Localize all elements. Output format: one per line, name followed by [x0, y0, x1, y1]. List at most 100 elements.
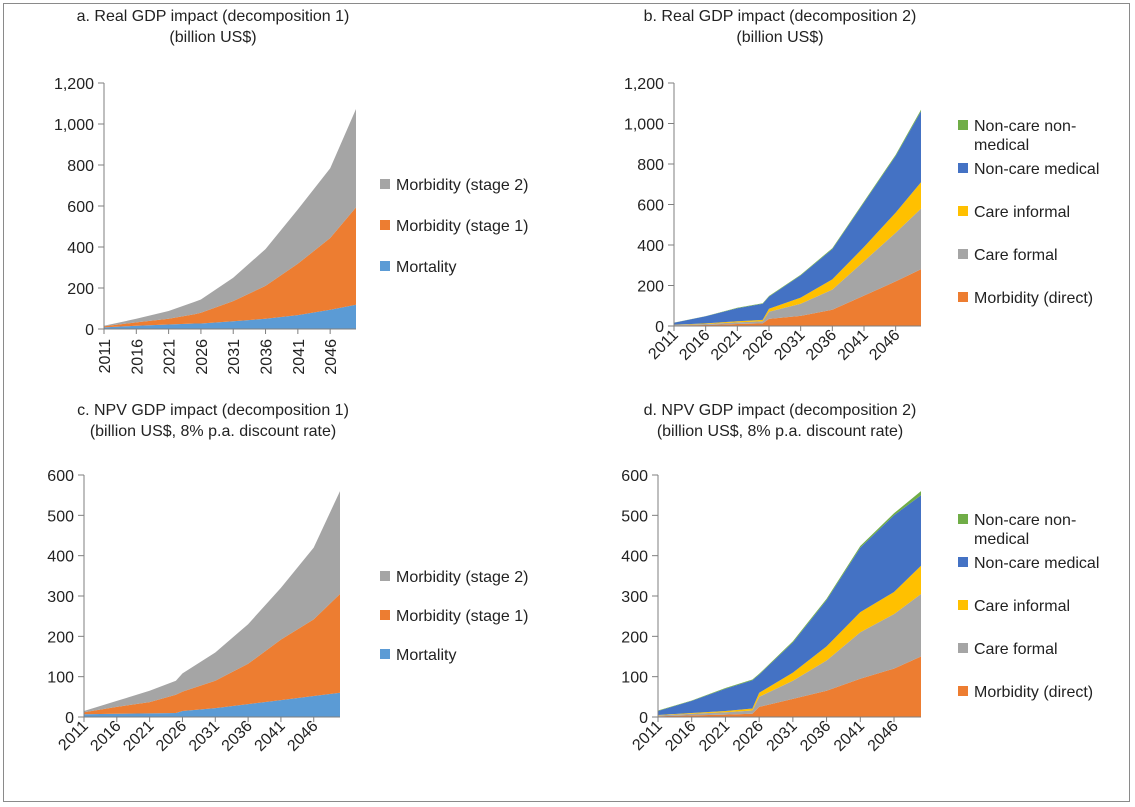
x-tick-label: 2036	[219, 718, 256, 755]
legend-label: Care informal	[974, 204, 1070, 221]
legend-label: Non-care medical	[974, 161, 1099, 178]
y-tick-label: 0	[65, 710, 74, 727]
x-tick-label: 2026	[730, 718, 767, 755]
legend-swatch	[958, 557, 968, 567]
area-non-care-non-medical	[658, 491, 921, 711]
y-tick-label: 200	[67, 281, 94, 298]
y-tick-label: 1,000	[54, 117, 94, 134]
y-tick-label: 600	[67, 199, 94, 216]
legend-label: Non-care non-medical	[974, 512, 1076, 548]
x-tick-label: 2016	[676, 327, 713, 364]
y-tick-label: 200	[621, 629, 648, 646]
x-tick-label: 2021	[696, 718, 733, 755]
x-tick-label: 2026	[740, 327, 777, 364]
area-morbidity-direct	[658, 656, 921, 717]
x-tick-label: 2046	[865, 718, 902, 755]
legend-label: Morbidity (stage 1)	[396, 608, 529, 625]
chart-d: d. NPV GDP impact (decomposition 2) (bill…	[621, 402, 1099, 755]
legend-swatch	[958, 292, 968, 302]
y-tick-label: 0	[639, 710, 648, 727]
y-tick-label: 200	[47, 629, 74, 646]
y-tick-label: 300	[621, 589, 648, 606]
x-tick-label: 2041	[831, 718, 868, 755]
area-non-care-medical	[674, 111, 921, 325]
legend-swatch	[380, 220, 390, 230]
x-tick-label: 2041	[835, 327, 872, 364]
x-tick-label: 2031	[764, 718, 801, 755]
x-tick-label: 2016	[87, 718, 124, 755]
area-morbidity-direct	[674, 269, 921, 326]
y-tick-label: 400	[637, 238, 664, 255]
legend-swatch	[958, 600, 968, 610]
chart-b: b. Real GDP impact (decomposition 2) (bil…	[624, 8, 1099, 364]
legend-swatch	[958, 120, 968, 130]
x-tick-label: 2021	[120, 718, 157, 755]
legend-swatch	[958, 206, 968, 216]
y-tick-label: 1,200	[54, 76, 94, 93]
legend-swatch	[380, 261, 390, 271]
x-tick-label: 2016	[662, 718, 699, 755]
x-tick-label: 2046	[284, 718, 321, 755]
legend-label: Non-care medical	[974, 555, 1099, 572]
x-tick-label: 2036	[259, 339, 276, 375]
x-tick-label: 2021	[162, 339, 179, 375]
y-tick-label: 500	[47, 508, 74, 525]
x-tick-label: 2031	[186, 718, 223, 755]
chart-subtitle: (billion US$)	[169, 29, 256, 46]
legend-label: Care formal	[974, 247, 1058, 264]
legend-label: Morbidity (stage 2)	[396, 569, 529, 586]
legend-swatch	[380, 649, 390, 659]
legend-label: Morbidity (direct)	[974, 290, 1093, 307]
x-tick-label: 2026	[153, 718, 190, 755]
legend-label: Morbidity (stage 1)	[396, 218, 529, 235]
y-tick-label: 600	[47, 468, 74, 485]
legend-swatch	[380, 571, 390, 581]
area-morbidity-stage-2	[104, 109, 356, 327]
x-tick-label: 2016	[129, 339, 146, 375]
y-tick-label: 200	[637, 279, 664, 296]
x-tick-label: 2041	[291, 339, 308, 375]
legend-label: Mortality	[396, 647, 456, 664]
legend-label: Morbidity (stage 2)	[396, 177, 529, 194]
area-care-formal	[674, 208, 921, 326]
legend-swatch	[958, 643, 968, 653]
area-mortality	[84, 692, 340, 717]
chart-a: a. Real GDP impact (decomposition 1) (bil…	[54, 8, 529, 375]
y-tick-label: 0	[85, 322, 94, 339]
x-tick-label: 2011	[629, 718, 665, 754]
y-tick-label: 800	[67, 158, 94, 175]
chart-subtitle: (billion US$, 8% p.a. discount rate)	[90, 423, 336, 440]
x-tick-label: 2031	[226, 339, 243, 375]
chart-subtitle: (billion US$, 8% p.a. discount rate)	[657, 423, 903, 440]
legend-label: Mortality	[396, 259, 456, 276]
area-care-informal	[674, 182, 921, 325]
legend-swatch	[958, 686, 968, 696]
x-tick-label: 2021	[708, 327, 745, 364]
chart-title: c. NPV GDP impact (decomposition 1)	[77, 402, 349, 419]
x-tick-label: 2011	[97, 339, 114, 374]
legend-label: Non-care non-medical	[974, 118, 1076, 154]
y-tick-label: 100	[47, 670, 74, 687]
legend-swatch	[380, 610, 390, 620]
x-tick-label: 2011	[645, 327, 681, 363]
legend-swatch	[958, 249, 968, 259]
x-tick-label: 2031	[771, 327, 808, 364]
chart-subtitle: (billion US$)	[736, 29, 823, 46]
chart-title: a. Real GDP impact (decomposition 1)	[77, 8, 350, 25]
y-tick-label: 500	[621, 508, 648, 525]
y-tick-label: 0	[655, 319, 664, 336]
y-tick-label: 600	[637, 198, 664, 215]
y-tick-label: 300	[47, 589, 74, 606]
legend-swatch	[380, 179, 390, 189]
legend-label: Care informal	[974, 598, 1070, 615]
x-tick-label: 2046	[323, 339, 340, 375]
x-tick-label: 2046	[866, 327, 903, 364]
x-tick-label: 2036	[797, 718, 834, 755]
x-tick-label: 2026	[194, 339, 211, 375]
chart-title: d. NPV GDP impact (decomposition 2)	[644, 402, 917, 419]
legend-swatch	[958, 514, 968, 524]
y-tick-label: 100	[621, 670, 648, 687]
y-tick-label: 400	[67, 240, 94, 257]
legend-swatch	[958, 163, 968, 173]
